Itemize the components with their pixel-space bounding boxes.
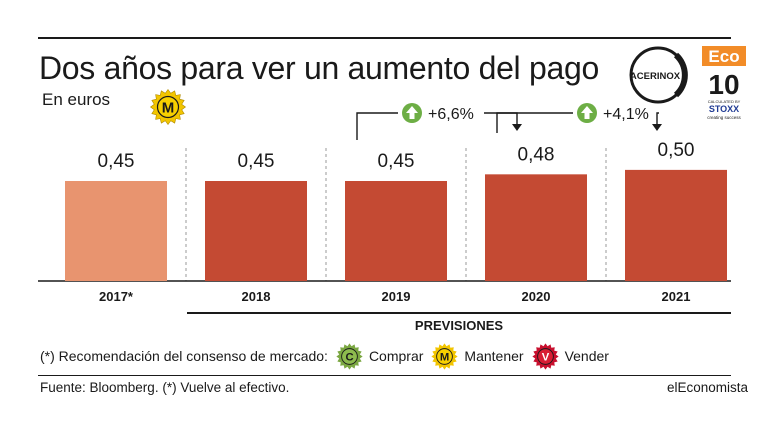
legend-intro: (*) Recomendación del consenso de mercad…	[40, 348, 328, 364]
value-label: 0,45	[98, 151, 135, 172]
eco-number: 10	[708, 69, 739, 100]
category-label: 2020	[522, 289, 551, 304]
growth-bracket-left	[496, 112, 573, 133]
acerinox-logo: ACERINOX	[629, 46, 688, 104]
chart-subtitle: En euros	[42, 90, 111, 109]
previsiones-bracket-line	[187, 312, 731, 314]
chart-title: Dos años para ver un aumento del pago	[39, 50, 599, 86]
up-arrow-glyph	[406, 106, 418, 119]
growth-arrowhead	[652, 124, 662, 131]
value-label: 0,45	[378, 151, 415, 172]
mantener-badge-letter: M	[440, 351, 449, 363]
category-label: 2017*	[99, 289, 134, 304]
bar-2021	[625, 169, 727, 281]
growth-bracket-right	[656, 112, 659, 125]
bar-2017*	[65, 181, 167, 281]
stoxx-tag: creating success	[707, 115, 741, 120]
previsiones-label: PREVISIONES	[414, 318, 504, 333]
stoxx-text: STOXX	[709, 104, 739, 114]
vender-badge-letter: V	[541, 351, 549, 363]
value-label: 0,45	[238, 151, 275, 172]
brand-name: elEconomista	[666, 380, 748, 395]
eco10-logo: Eco 10 CALCULATED BY STOXX creating succ…	[702, 46, 746, 120]
growth-label: +4,1%	[603, 106, 649, 123]
top-rule	[38, 37, 731, 39]
category-label: 2019	[382, 289, 411, 304]
bar-2019	[345, 181, 447, 281]
badge-letter: M	[162, 100, 175, 117]
growth-arrowhead	[512, 124, 522, 131]
acerinox-logo-text: ACERINOX	[630, 71, 681, 82]
legend-item-comprar: Comprar	[368, 348, 424, 364]
bottom-rule	[38, 375, 731, 376]
value-label: 0,50	[658, 140, 695, 161]
category-label: 2021	[662, 289, 691, 304]
mantener-badge-icon: M	[150, 89, 186, 125]
bar-2018	[205, 181, 307, 281]
legend-item-mantener: Mantener	[464, 348, 524, 364]
growth-bracket-right	[484, 112, 518, 125]
category-label: 2018	[242, 289, 271, 304]
legend: (*) Recomendación del consenso de mercad…	[40, 342, 609, 370]
up-arrow-glyph	[581, 106, 593, 119]
source-note: Fuente: Bloomberg. (*) Vuelve al efectiv…	[40, 380, 290, 395]
value-label: 0,48	[518, 144, 555, 165]
growth-bracket-left	[356, 112, 398, 140]
mantener-legend-badge-icon: M	[431, 342, 459, 370]
eco-text: Eco	[708, 47, 739, 66]
comprar-badge-letter: C	[345, 351, 353, 363]
vender-badge-icon: V	[531, 342, 559, 370]
comprar-badge-icon: C	[336, 342, 363, 370]
legend-item-vender: Vender	[564, 348, 609, 364]
stoxx-small-text: CALCULATED BY	[708, 99, 741, 104]
bar-2020	[485, 174, 587, 281]
growth-label: +6,6%	[428, 106, 474, 123]
